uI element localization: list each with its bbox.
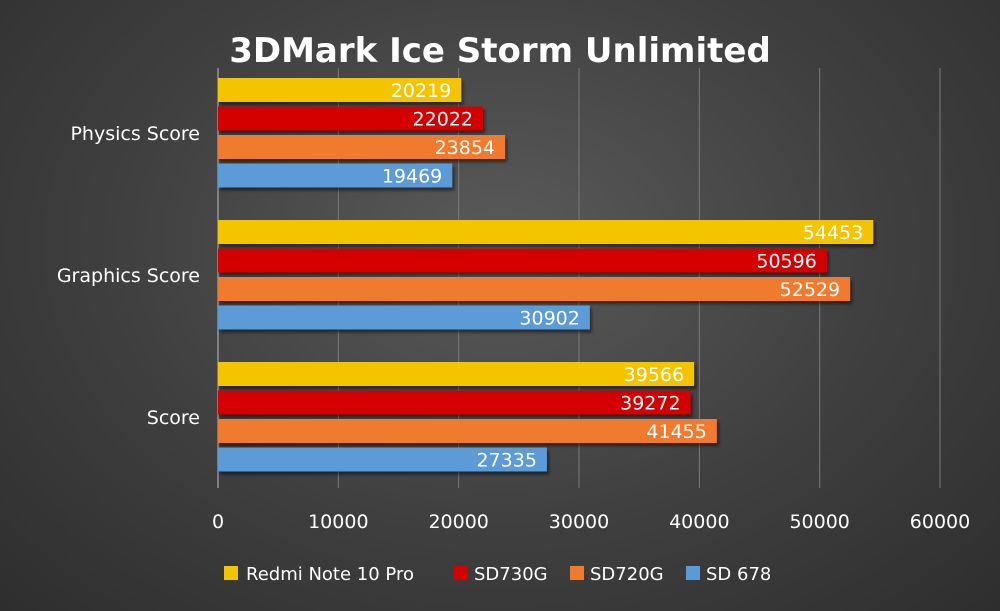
x-tick-label: 20000 (428, 511, 488, 533)
x-tick-label: 30000 (549, 511, 609, 533)
bar (218, 135, 506, 159)
data-label: 20219 (391, 80, 451, 102)
bars: 20219 22022 23854 19469 54453 50596 52529 30902… (218, 78, 874, 472)
data-label: 19469 (382, 166, 442, 188)
legend-swatch (570, 566, 584, 580)
bar (218, 447, 547, 472)
category-labels: Physics Score Graphics Score Score (57, 123, 200, 429)
data-label: 23854 (435, 137, 495, 159)
x-tick-label: 10000 (308, 511, 368, 533)
legend-swatch (224, 566, 238, 580)
bar (218, 220, 874, 244)
category-label: Score (147, 407, 200, 429)
legend-label: SD 678 (706, 564, 771, 585)
data-label: 52529 (780, 279, 840, 301)
bar (218, 305, 590, 330)
x-tick-label: 0 (212, 511, 224, 533)
bar (218, 106, 483, 131)
data-label: 39272 (620, 393, 680, 415)
bar (218, 248, 827, 273)
bar (218, 163, 453, 188)
bar (218, 362, 695, 386)
bar (218, 390, 691, 415)
data-label: 39566 (624, 364, 684, 386)
data-label: 22022 (413, 109, 473, 131)
legend-label: SD730G (474, 564, 548, 585)
bar (218, 419, 717, 443)
data-label: 30902 (519, 308, 579, 330)
legend-label: Redmi Note 10 Pro (246, 564, 414, 585)
data-label: 54453 (803, 222, 863, 244)
bar (218, 78, 462, 102)
x-tick-label: 50000 (789, 511, 849, 533)
data-label: 27335 (476, 450, 536, 472)
data-label: 41455 (646, 421, 706, 443)
x-tick-label: 40000 (669, 511, 729, 533)
bar (218, 277, 851, 301)
chart-title: 3DMark Ice Storm Unlimited (229, 31, 771, 71)
legend-swatch (454, 566, 468, 580)
category-label: Physics Score (70, 123, 200, 145)
data-label: 50596 (756, 251, 816, 273)
legend: Redmi Note 10 Pro SD730G SD720G SD 678 (224, 564, 771, 585)
category-label: Graphics Score (57, 265, 200, 287)
x-tick-label: 60000 (910, 511, 970, 533)
legend-swatch (686, 566, 700, 580)
x-axis-tick-labels: 0 10000 20000 30000 40000 50000 60000 (212, 511, 970, 533)
legend-label: SD720G (590, 564, 664, 585)
